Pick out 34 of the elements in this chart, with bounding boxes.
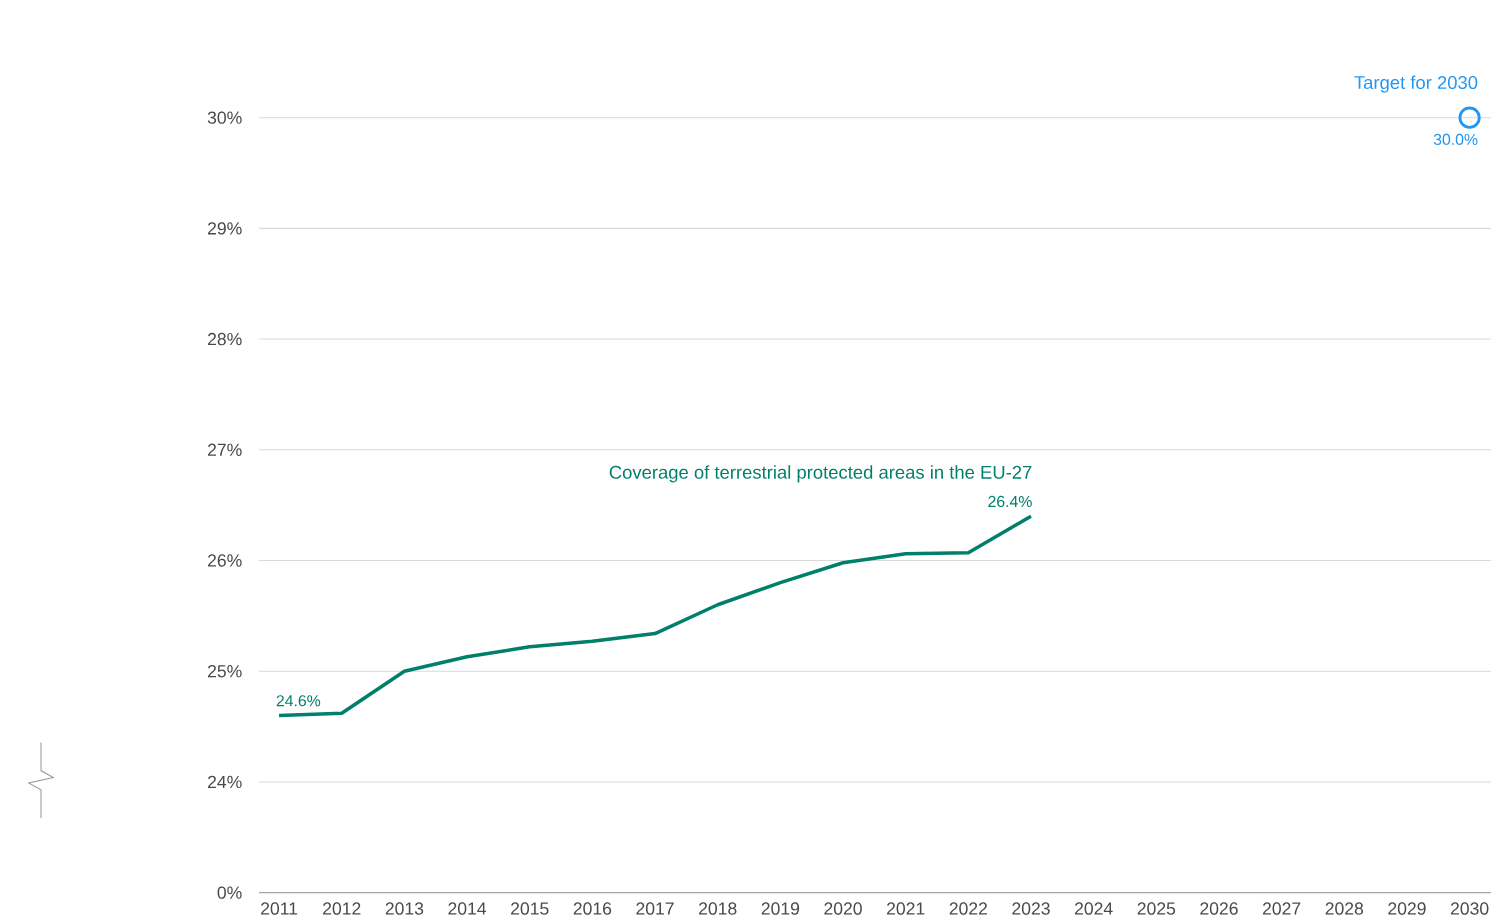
x-tick-label: 2028 bbox=[1325, 902, 1364, 915]
x-tick-label: 2021 bbox=[887, 902, 925, 915]
x-tick-label: 2030 bbox=[1450, 902, 1489, 915]
x-tick-label: 2023 bbox=[1012, 902, 1050, 915]
series-label: Target for 2030 bbox=[1354, 75, 1478, 93]
series-label: Coverage of terrestrial protected areas in the EU-27 bbox=[609, 465, 1032, 483]
data-label: 26.4% bbox=[988, 496, 1032, 508]
x-tick-label: 2020 bbox=[824, 902, 862, 915]
x-tick-label: 2012 bbox=[323, 902, 361, 915]
y-tick-label: 30% bbox=[207, 111, 242, 125]
x-tick-label: 2015 bbox=[511, 902, 549, 915]
x-tick-label: 2013 bbox=[385, 902, 424, 915]
x-tick-label: 2027 bbox=[1262, 902, 1301, 915]
x-tick-label: 2014 bbox=[448, 902, 487, 915]
x-tick-label: 2019 bbox=[761, 902, 800, 915]
y-tick-label: 28% bbox=[207, 333, 242, 346]
y-tick-label: 25% bbox=[207, 665, 242, 678]
y-tick-label: 27% bbox=[207, 443, 242, 457]
x-tick-label: 2024 bbox=[1074, 902, 1113, 915]
text: 0% bbox=[217, 886, 242, 900]
x-tick-label: 2017 bbox=[636, 902, 674, 915]
x-tick-label: 2026 bbox=[1200, 902, 1238, 915]
data-label: 24.6% bbox=[276, 695, 321, 707]
y-tick-label: 26% bbox=[207, 554, 242, 567]
x-tick-label: 2018 bbox=[699, 902, 737, 915]
x-tick-label: 2029 bbox=[1388, 902, 1426, 915]
data-label: 30.0% bbox=[1433, 133, 1478, 146]
y-tick-label: 24% bbox=[207, 775, 242, 789]
x-tick-label: 2011 bbox=[261, 902, 298, 915]
y-tick-label: 29% bbox=[207, 222, 242, 235]
x-tick-label: 2025 bbox=[1137, 902, 1176, 915]
line-series bbox=[277, 514, 1033, 718]
x-tick-label: 2022 bbox=[949, 902, 987, 915]
x-tick-label: 2016 bbox=[573, 902, 612, 915]
